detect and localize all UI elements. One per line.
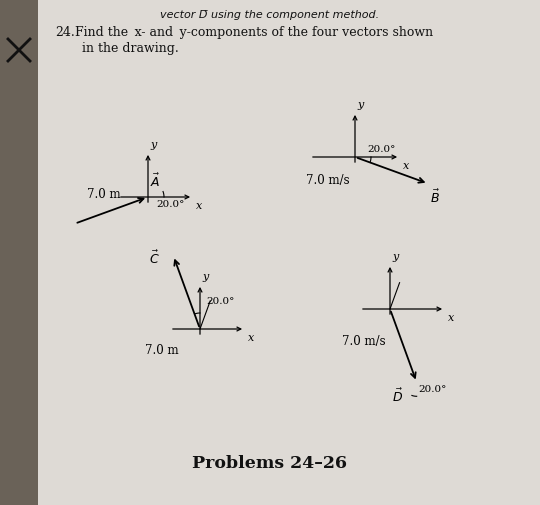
Text: $\vec{B}$: $\vec{B}$ (430, 188, 440, 206)
Text: 20.0°: 20.0° (418, 384, 447, 393)
Text: $\vec{A}$: $\vec{A}$ (150, 172, 160, 189)
Text: 7.0 m: 7.0 m (86, 188, 120, 201)
Text: 7.0 m: 7.0 m (145, 343, 179, 356)
Text: 20.0°: 20.0° (206, 297, 234, 306)
Text: vector D̅ using the component method.: vector D̅ using the component method. (160, 10, 380, 20)
Text: Problems 24–26: Problems 24–26 (192, 454, 348, 471)
Text: x: x (196, 200, 202, 211)
Text: $\vec{C}$: $\vec{C}$ (148, 249, 159, 267)
Text: y: y (392, 251, 399, 262)
Polygon shape (0, 0, 38, 505)
Text: in the drawing.: in the drawing. (82, 42, 179, 55)
Text: 7.0 m/s: 7.0 m/s (306, 173, 350, 186)
Text: y: y (202, 272, 208, 281)
Text: 7.0 m/s: 7.0 m/s (342, 335, 386, 348)
Text: y: y (357, 100, 363, 110)
Text: x: x (248, 332, 254, 342)
Text: 20.0°: 20.0° (367, 145, 395, 154)
Text: y: y (150, 140, 156, 149)
Text: $\vec{D}$: $\vec{D}$ (392, 386, 403, 404)
Text: x: x (448, 313, 454, 322)
Text: 24.: 24. (55, 26, 75, 39)
Text: Find the  x- and  y-components of the four vectors shown: Find the x- and y-components of the four… (75, 26, 433, 39)
Text: 20.0°: 20.0° (156, 199, 184, 209)
Text: x: x (403, 161, 409, 171)
